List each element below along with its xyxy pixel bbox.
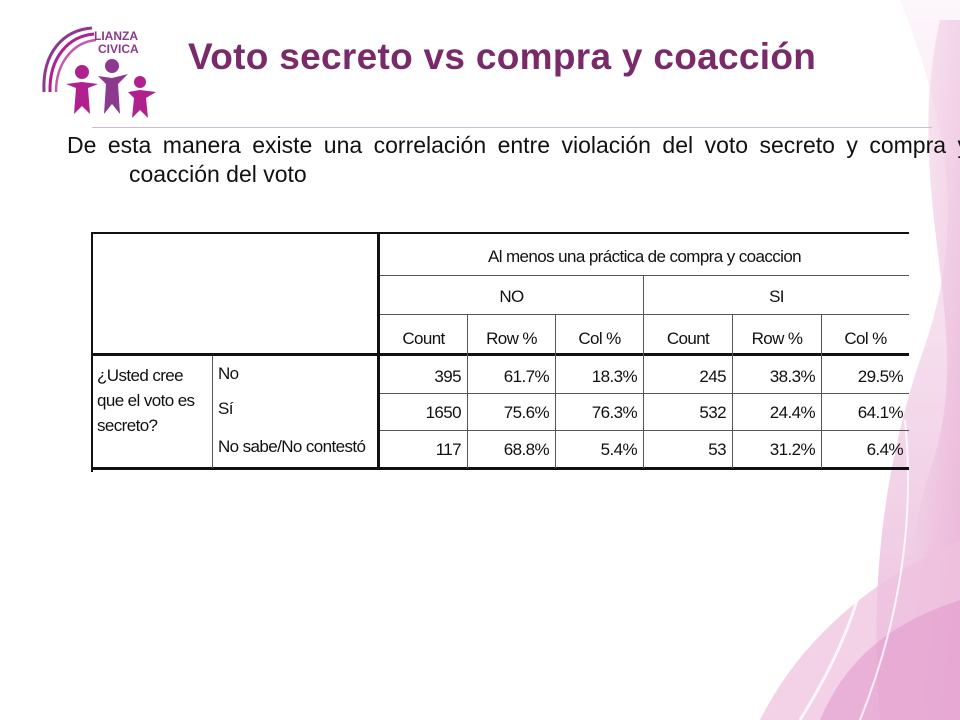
logo-text-line2: CIVICA — [98, 42, 139, 56]
subheader-rowpct-no: Row % — [486, 329, 537, 348]
alianza-civica-logo: LIANZA CIVICA — [42, 26, 156, 118]
table-cell: 61.7% — [503, 367, 550, 386]
row-label-nosabe: No sabe/No contestó — [218, 437, 366, 456]
group-si: SI — [769, 287, 784, 306]
subheader-count-si: Count — [666, 329, 710, 348]
table-cell: 64.1% — [857, 403, 904, 422]
col-divider-4 — [732, 314, 733, 468]
row-variable-label: ¿Usted cree que el voto es secreto? — [97, 366, 195, 435]
table-cell: 395 — [434, 367, 461, 386]
row-label-no: No — [218, 364, 239, 383]
table-cell: 5.4% — [600, 440, 638, 459]
table-cell: 532 — [699, 403, 726, 422]
subheader-rowpct-si: Row % — [751, 329, 803, 348]
group-no: NO — [499, 287, 524, 306]
table-cell: 68.8% — [503, 440, 550, 459]
group-col-divider — [643, 275, 644, 468]
table-cell: 245 — [699, 367, 726, 386]
table-header-col-border — [377, 232, 380, 468]
table-cell: 6.4% — [866, 440, 904, 459]
table-cell: 1650 — [425, 403, 462, 422]
subheader-divider — [380, 314, 909, 315]
table-cell: 75.6% — [503, 403, 550, 422]
col-divider-2 — [555, 314, 556, 468]
table-cell: 29.5% — [857, 367, 904, 386]
table-cell: 24.4% — [769, 403, 816, 422]
table-top-border — [91, 232, 909, 234]
table-cell: 38.3% — [769, 367, 816, 386]
table-header-bottom-border — [91, 353, 909, 356]
row-label-si: Sí — [218, 399, 233, 418]
subheader-colpct-si: Col % — [844, 329, 887, 348]
crosstab-table: Al menos una práctica de compra y coacci… — [91, 232, 909, 472]
table-cell: 18.3% — [591, 367, 638, 386]
table-cell: 31.2% — [769, 440, 816, 459]
row-label-divider — [212, 356, 213, 468]
col-divider-1 — [467, 314, 468, 468]
title-divider — [92, 127, 932, 128]
subheader-count-no: Count — [402, 329, 445, 348]
col-divider-5 — [821, 314, 822, 468]
logo-text-line1: LIANZA — [94, 29, 138, 43]
table-left-border — [91, 232, 93, 472]
subheader-colpct-no: Col % — [578, 329, 621, 348]
group-header: Al menos una práctica de compra y coacci… — [487, 247, 802, 266]
table-bottom-border — [91, 467, 909, 470]
page-title: Voto secreto vs compra y coacción — [188, 36, 817, 77]
body-text: De esta manera existe una correlación en… — [67, 132, 960, 187]
row-divider-2 — [380, 430, 909, 431]
group-header-divider — [380, 275, 909, 276]
table-cell: 117 — [435, 440, 462, 459]
row-divider-1 — [380, 393, 909, 394]
table-cell: 53 — [708, 440, 726, 459]
table-cell: 76.3% — [591, 403, 638, 422]
